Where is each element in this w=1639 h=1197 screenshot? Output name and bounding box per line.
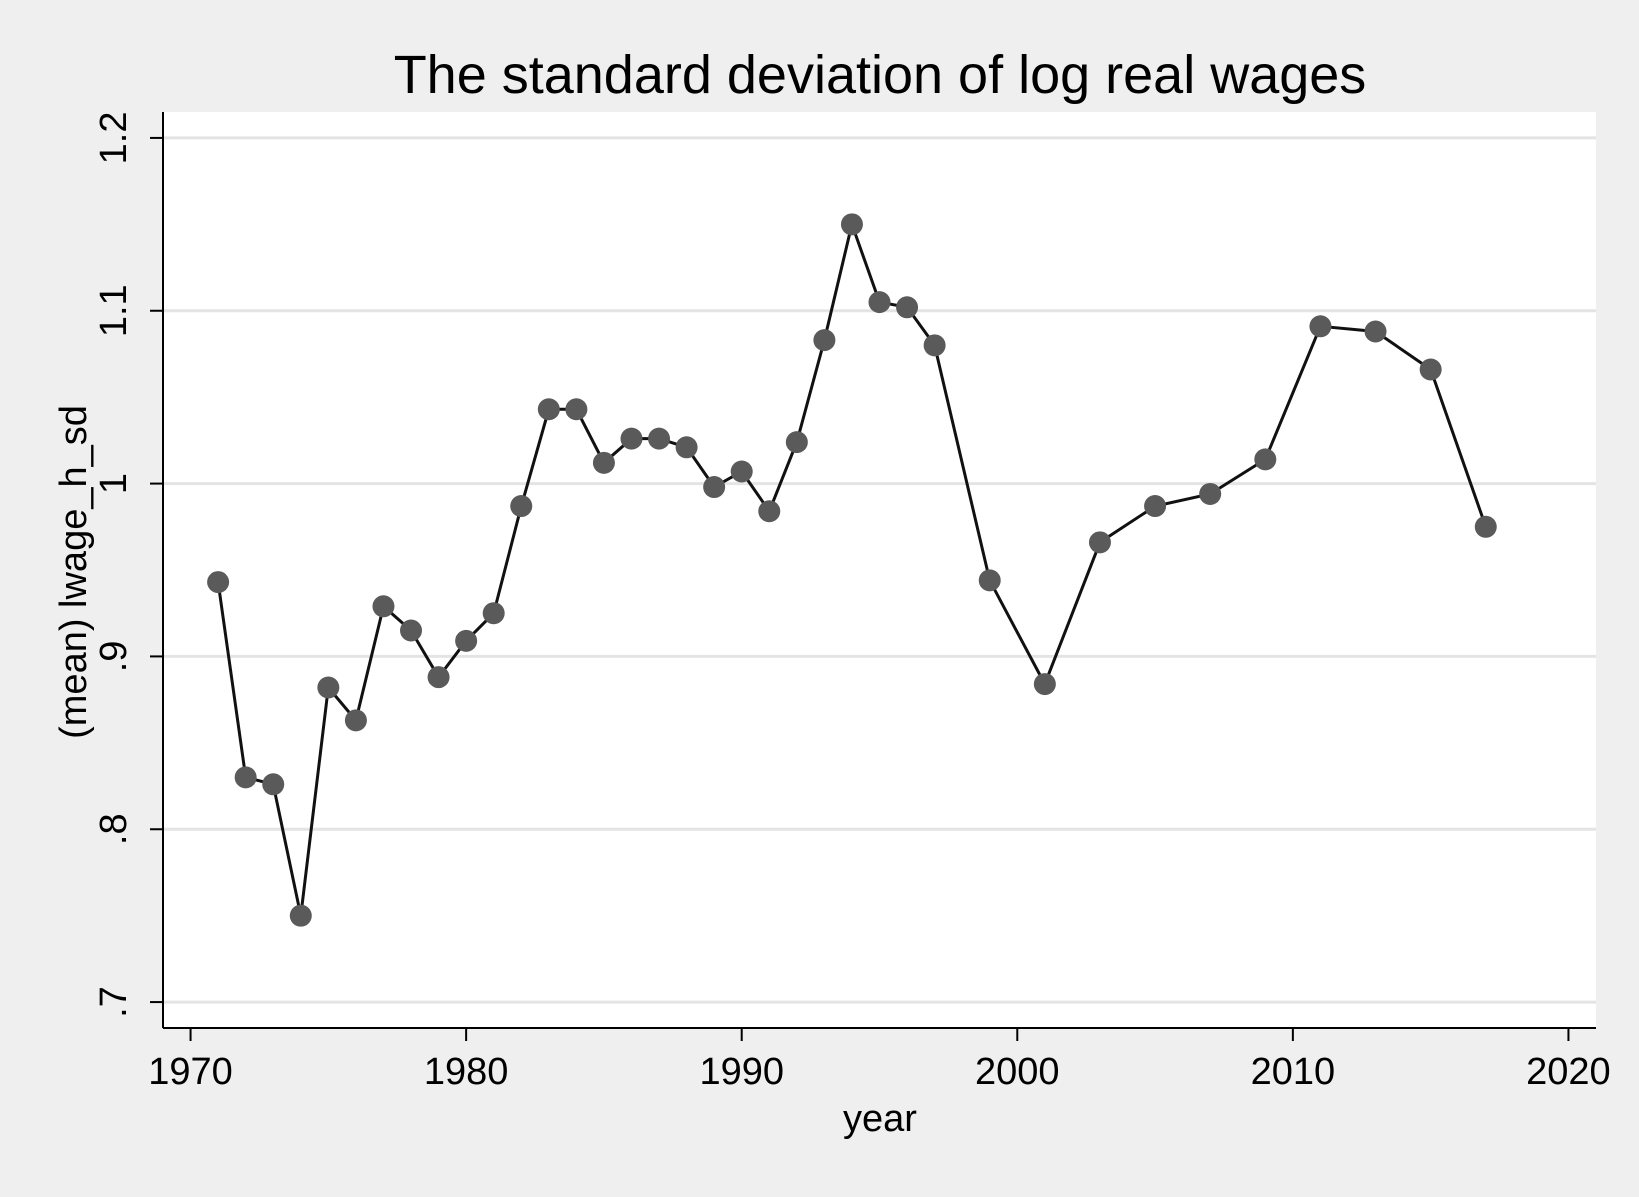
data-point: [978, 569, 1001, 592]
data-point: [1144, 495, 1167, 518]
data-point: [923, 334, 946, 357]
data-point: [482, 602, 505, 625]
data-point: [675, 436, 698, 459]
data-point: [427, 666, 450, 689]
plot-area: [163, 112, 1596, 1028]
series: [207, 213, 1497, 927]
x-tick-label: 1980: [424, 1051, 509, 1093]
data-point: [317, 676, 340, 699]
data-point: [565, 398, 588, 421]
x-tick-label: 2020: [1526, 1051, 1611, 1093]
data-point: [207, 571, 230, 594]
gridlines: [163, 136, 1596, 1004]
data-point: [758, 500, 781, 523]
data-point: [1033, 673, 1056, 696]
data-point: [289, 904, 312, 927]
x-tick-label: 1990: [699, 1051, 784, 1093]
data-point: [1088, 531, 1111, 554]
data-point: [730, 460, 753, 483]
x-axis-label: year: [843, 1098, 917, 1140]
y-tick-label: .8: [93, 813, 135, 845]
x-tick-label: 2000: [975, 1051, 1060, 1093]
data-point: [1474, 515, 1497, 538]
data-point: [1309, 315, 1332, 338]
y-tick-label: .7: [93, 986, 135, 1018]
data-point: [1364, 320, 1387, 343]
data-point: [1254, 448, 1277, 471]
data-point: [262, 773, 285, 796]
data-point: [648, 427, 671, 450]
data-point: [344, 709, 367, 732]
data-point: [372, 595, 395, 618]
data-point: [868, 291, 891, 314]
x-tick-label: 1970: [148, 1051, 233, 1093]
x-tick-label: 2010: [1251, 1051, 1336, 1093]
axes: .7 .8 .9 1 1.1 1.2 1970 1980 1990 2000 2010 2020: [93, 112, 1611, 1093]
data-point: [537, 398, 560, 421]
data-point: [785, 431, 808, 454]
data-point: [896, 296, 919, 319]
data-point: [592, 451, 615, 474]
y-tick-label: 1.1: [93, 284, 135, 337]
y-tick-label: 1.2: [93, 112, 135, 165]
chart-title: The standard deviation of log real wages: [394, 45, 1367, 105]
data-point: [813, 329, 836, 352]
y-tick-label: 1: [93, 473, 135, 494]
y-axis-label: (mean) lwage_h_sd: [53, 405, 95, 739]
y-tick-label: .9: [93, 641, 135, 673]
data-point: [840, 213, 863, 236]
data-point: [620, 427, 643, 450]
data-point: [1419, 358, 1442, 381]
data-point: [703, 476, 726, 499]
data-point: [1199, 482, 1222, 505]
data-point: [455, 629, 478, 652]
data-point: [510, 495, 533, 518]
data-point: [234, 766, 257, 789]
data-point: [400, 619, 423, 642]
